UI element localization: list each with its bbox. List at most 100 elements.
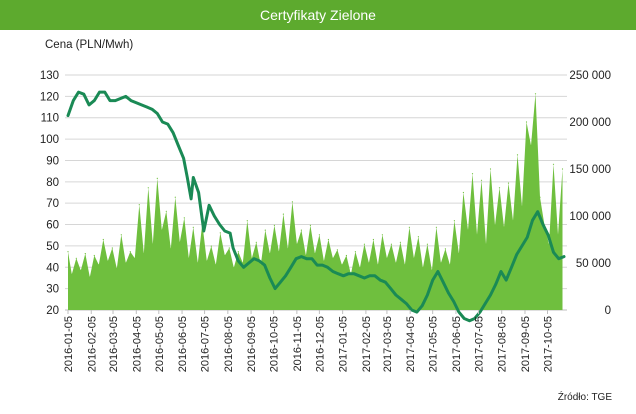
price-point — [468, 319, 471, 322]
price-point — [156, 112, 159, 115]
x-tick-label: 2016-03-05 — [108, 316, 120, 372]
price-point — [252, 257, 256, 260]
volume-point — [300, 229, 302, 231]
price-point — [442, 281, 445, 284]
price-point — [108, 99, 112, 102]
price-point — [562, 255, 566, 258]
price-point — [279, 281, 282, 284]
price-point — [161, 120, 164, 124]
volume-point — [345, 254, 347, 257]
price-point — [202, 229, 205, 233]
price-point — [242, 266, 245, 269]
chart-title: Certyfikaty Zielone — [0, 0, 636, 30]
y-tick-label: 70 — [46, 198, 59, 210]
volume-point — [404, 264, 406, 266]
price-point — [284, 274, 287, 277]
price-point — [342, 274, 345, 277]
price-point — [237, 259, 240, 263]
price-point — [247, 261, 250, 265]
volume-point — [84, 253, 86, 255]
volume-point — [444, 248, 446, 250]
volume-point — [138, 204, 140, 206]
price-point — [531, 219, 534, 222]
volume-point — [507, 182, 510, 184]
volume-point — [269, 253, 271, 255]
volume-point — [161, 229, 163, 231]
volume-point — [521, 206, 523, 208]
y-tick-label: 50 — [46, 241, 59, 253]
volume-point — [228, 247, 230, 249]
volume-point — [525, 121, 528, 123]
price-point — [177, 144, 180, 147]
volume-point — [314, 253, 316, 255]
price-point — [410, 308, 413, 312]
volume-point — [215, 264, 217, 266]
price-point — [258, 259, 261, 263]
price-point — [294, 257, 298, 260]
volume-point — [188, 257, 190, 259]
volume-point — [89, 276, 91, 278]
price-point — [379, 278, 382, 282]
price-point — [213, 214, 216, 218]
volume-point — [399, 241, 401, 243]
price-point — [223, 229, 226, 233]
price-point — [510, 266, 513, 269]
volume-point — [242, 262, 244, 264]
volume-point — [264, 229, 266, 231]
volume-point — [98, 264, 100, 266]
volume-point — [210, 245, 212, 247]
y2-tick-label: 100 000 — [569, 211, 611, 223]
price-point — [336, 272, 340, 275]
volume-point — [431, 269, 433, 272]
volume-point — [381, 234, 383, 236]
price-point — [305, 257, 308, 260]
price-point — [321, 263, 324, 267]
volume-point — [309, 224, 311, 226]
price-point — [463, 317, 466, 320]
volume-point — [134, 257, 136, 259]
volume-point — [75, 257, 77, 259]
price-point — [389, 287, 392, 290]
price-point — [357, 274, 361, 277]
volume-point — [561, 168, 564, 170]
price-point — [473, 317, 476, 320]
volume-point — [156, 177, 158, 179]
volume-point — [255, 241, 257, 243]
price-point — [119, 97, 122, 100]
volume-point — [129, 251, 131, 253]
volume-point — [318, 234, 320, 236]
volume-area — [68, 93, 563, 310]
price-point — [93, 99, 96, 102]
price-point — [557, 257, 560, 260]
x-tick-label: 2016-12-05 — [314, 316, 326, 372]
volume-point — [170, 248, 172, 250]
volume-point — [435, 226, 437, 228]
y-tick-label: 110 — [41, 113, 59, 125]
price-point — [166, 122, 169, 126]
price-point — [552, 251, 555, 254]
x-tick-label: 2016-06-05 — [177, 316, 189, 372]
y-axis-left-ticks: 130 120 110 100 90 80 70 60 50 40 30 20 — [40, 70, 59, 317]
x-tick-label: 2017-03-05 — [382, 316, 394, 372]
price-point — [484, 302, 487, 305]
volume-point — [67, 251, 69, 253]
price-point — [499, 270, 503, 273]
price-point — [352, 272, 356, 275]
volume-point — [278, 251, 280, 253]
volume-point — [341, 264, 343, 266]
volume-point — [206, 260, 208, 262]
price-point — [66, 114, 70, 117]
volume-point — [147, 187, 149, 189]
volume-point — [179, 241, 181, 243]
price-point — [494, 283, 497, 286]
y-tick-label: 20 — [46, 305, 59, 317]
price-point — [310, 257, 314, 260]
price-point — [197, 191, 200, 194]
price-point — [505, 278, 508, 282]
volume-point — [498, 187, 501, 189]
volume-point — [165, 210, 167, 212]
price-point — [228, 231, 232, 235]
volume-point — [354, 251, 356, 253]
x-tick-label: 2017-02-05 — [361, 316, 373, 372]
